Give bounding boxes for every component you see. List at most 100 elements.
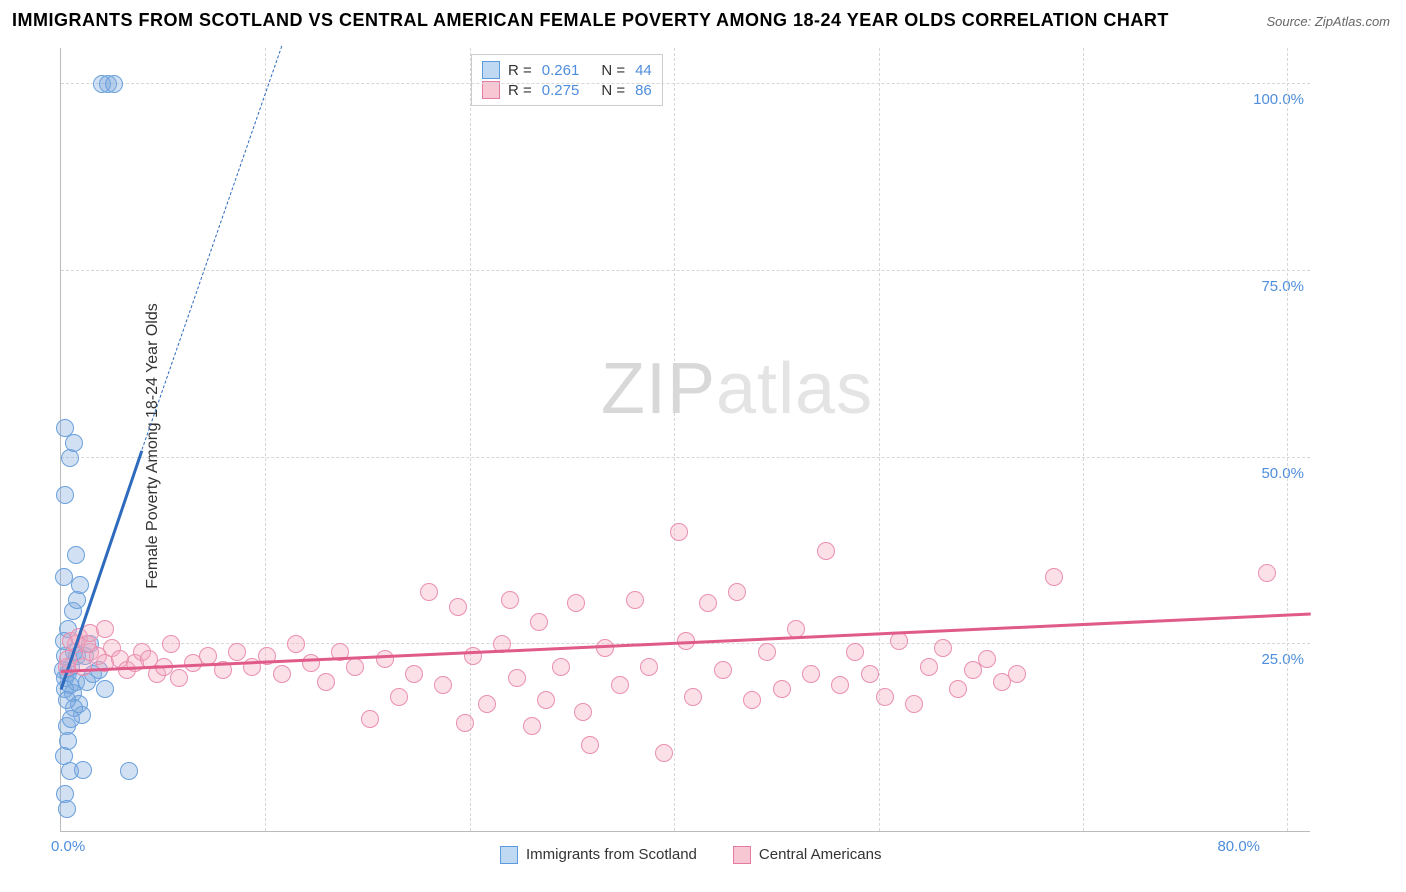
data-point [199,647,217,665]
data-point [228,643,246,661]
gridline-v [265,48,266,831]
gridline-v [470,48,471,831]
data-point [846,643,864,661]
legend-swatch [482,61,500,79]
legend-stats: R =0.261N =44R =0.275N =86 [471,54,663,106]
data-point [170,669,188,687]
data-point [530,613,548,631]
y-tick-label: 50.0% [1261,465,1304,482]
gridline-v [1287,48,1288,831]
data-point [537,691,555,709]
data-point [287,635,305,653]
data-point [1045,568,1063,586]
data-point [905,695,923,713]
data-point [978,650,996,668]
data-point [758,643,776,661]
data-point [346,658,364,676]
data-point [501,591,519,609]
data-point [626,591,644,609]
gridline-v [1083,48,1084,831]
legend-stats-row: R = 0.261 N = 44 [482,61,652,79]
data-point [449,598,467,616]
data-point [934,639,952,657]
data-point [567,594,585,612]
data-point [802,665,820,683]
data-point [464,647,482,665]
data-point [376,650,394,668]
data-point [434,676,452,694]
data-point [1258,564,1276,582]
data-point [317,673,335,691]
data-point [640,658,658,676]
data-point [67,546,85,564]
legend-r-value: 0.261 [542,62,580,79]
data-point [670,523,688,541]
plot-area: ZIPatlas R =0.261N =44R =0.275N =86 25.0… [60,48,1310,832]
data-point [699,594,717,612]
data-point [581,736,599,754]
data-point [552,658,570,676]
data-point [728,583,746,601]
trend-line [141,46,282,450]
data-point [920,658,938,676]
data-point [508,669,526,687]
y-tick-label: 25.0% [1261,651,1304,668]
data-point [611,676,629,694]
legend-n-label: N = [601,62,625,79]
watermark-zip: ZIP [601,349,716,429]
data-point [120,762,138,780]
data-point [876,688,894,706]
data-point [55,568,73,586]
gridline-h [61,83,1310,84]
data-point [390,688,408,706]
data-point [574,703,592,721]
source-label: Source: ZipAtlas.com [1266,14,1390,29]
legend-r-label: R = [508,62,532,79]
legend-series-label: Central Americans [759,846,882,863]
gridline-h [61,270,1310,271]
x-tick-label: 80.0% [1217,838,1260,855]
data-point [831,676,849,694]
chart-title: IMMIGRANTS FROM SCOTLAND VS CENTRAL AMER… [12,10,1169,31]
data-point [56,419,74,437]
data-point [105,75,123,93]
data-point [817,542,835,560]
watermark: ZIPatlas [601,348,873,430]
gridline-v [879,48,880,831]
data-point [96,620,114,638]
data-point [56,486,74,504]
legend-swatch [500,846,518,864]
data-point [1008,665,1026,683]
data-point [523,717,541,735]
data-point [861,665,879,683]
data-point [949,680,967,698]
data-point [273,665,291,683]
legend-series: Immigrants from Scotland Central American… [500,846,881,864]
data-point [58,800,76,818]
data-point [162,635,180,653]
data-point [684,688,702,706]
chart-container: IMMIGRANTS FROM SCOTLAND VS CENTRAL AMER… [0,0,1406,892]
data-point [58,691,76,709]
data-point [773,680,791,698]
gridline-v [674,48,675,831]
legend-n-value: 44 [635,62,652,79]
data-point [96,680,114,698]
data-point [74,761,92,779]
watermark-atlas: atlas [716,349,873,429]
data-point [456,714,474,732]
legend-swatch [733,846,751,864]
data-point [302,654,320,672]
data-point [743,691,761,709]
data-point [361,710,379,728]
data-point [714,661,732,679]
x-tick-label: 0.0% [51,838,85,855]
legend-series-label: Immigrants from Scotland [526,846,697,863]
data-point [405,665,423,683]
data-point [62,710,80,728]
data-point [71,576,89,594]
legend-series-item: Central Americans [733,846,882,864]
gridline-h [61,457,1310,458]
data-point [420,583,438,601]
legend-series-item: Immigrants from Scotland [500,846,697,864]
